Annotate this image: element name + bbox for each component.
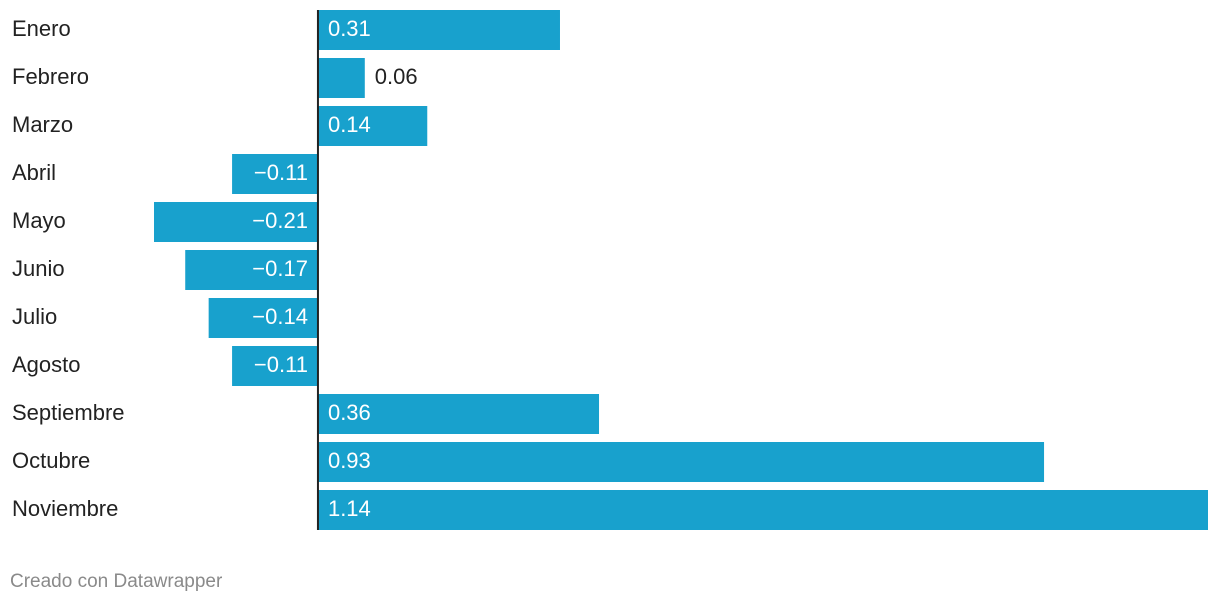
bar xyxy=(317,106,428,146)
value-label: 0.93 xyxy=(328,448,371,473)
bar xyxy=(317,490,1208,530)
category-label: Enero xyxy=(12,16,71,41)
value-label: 1.14 xyxy=(328,496,371,521)
bar xyxy=(185,250,318,290)
value-label: 0.31 xyxy=(328,16,371,41)
value-label: −0.11 xyxy=(254,160,308,185)
category-label: Abril xyxy=(12,160,56,185)
bar xyxy=(232,346,318,386)
category-label: Marzo xyxy=(12,112,73,137)
category-label: Agosto xyxy=(12,352,81,377)
value-label: 0.14 xyxy=(328,112,371,137)
category-label: Noviembre xyxy=(12,496,118,521)
footer: Creado con Datawrapper xyxy=(10,571,223,592)
value-label: −0.11 xyxy=(254,352,308,377)
value-label: −0.17 xyxy=(252,256,308,281)
category-label: Julio xyxy=(12,304,57,329)
category-label: Mayo xyxy=(12,208,66,233)
category-label: Septiembre xyxy=(12,400,125,425)
bar xyxy=(317,58,365,98)
bar xyxy=(232,154,318,194)
value-label: 0.36 xyxy=(328,400,371,425)
bar xyxy=(317,442,1045,482)
value-label: −0.21 xyxy=(252,208,308,233)
bar xyxy=(154,202,318,242)
value-label: −0.14 xyxy=(252,304,308,329)
category-label: Junio xyxy=(12,256,65,281)
bar xyxy=(208,298,318,338)
category-label: Febrero xyxy=(12,64,89,89)
category-label: Octubre xyxy=(12,448,90,473)
bar xyxy=(317,394,600,434)
value-label: 0.06 xyxy=(375,64,418,89)
bar xyxy=(317,10,560,50)
